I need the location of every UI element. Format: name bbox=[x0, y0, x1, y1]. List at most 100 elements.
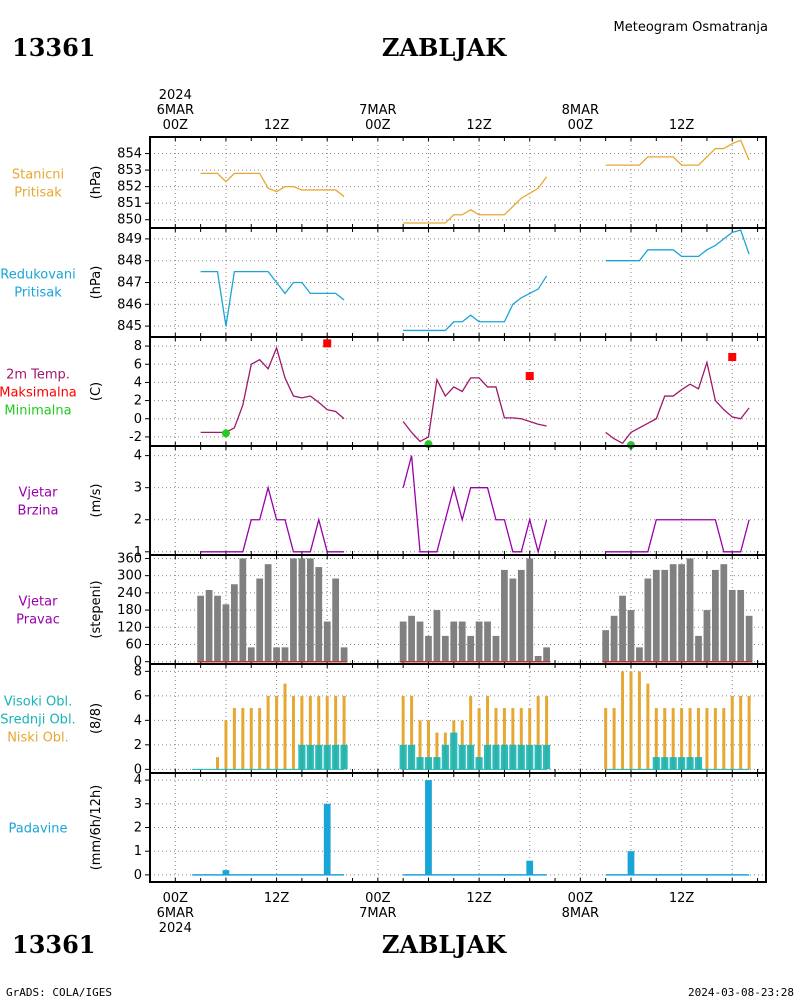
data-bar bbox=[450, 732, 458, 770]
y-tick-label: 2 bbox=[134, 821, 142, 836]
data-bar bbox=[224, 720, 228, 770]
y-tick-label: 360 bbox=[117, 551, 142, 566]
y-tick-label: 847 bbox=[117, 276, 142, 291]
y-tick-label: 240 bbox=[117, 586, 142, 601]
y-tick-label: -2 bbox=[129, 430, 142, 445]
data-bar bbox=[306, 558, 314, 662]
data-bar bbox=[340, 647, 348, 662]
data-bar bbox=[197, 595, 205, 662]
data-bar bbox=[711, 569, 719, 662]
panel-label: Brzina bbox=[18, 504, 59, 519]
data-bar bbox=[543, 647, 550, 662]
data-bar bbox=[669, 757, 677, 770]
data-bar bbox=[291, 695, 295, 770]
data-bar bbox=[298, 744, 306, 770]
data-bar bbox=[290, 558, 297, 662]
data-bar bbox=[680, 708, 684, 770]
data-bar bbox=[654, 708, 658, 770]
panel-2: -2 0 2 4 6 8 2m Temp. Maksimalna Minimalna (C) bbox=[0, 336, 767, 450]
data-bar bbox=[416, 757, 424, 770]
data-bar bbox=[602, 630, 610, 662]
data-bar bbox=[214, 595, 221, 662]
data-bar bbox=[281, 647, 289, 662]
data-bar bbox=[306, 744, 314, 770]
data-bar bbox=[644, 578, 652, 662]
data-bar bbox=[332, 744, 340, 770]
y-tick-label: 4 bbox=[134, 375, 142, 390]
data-bar bbox=[325, 695, 329, 770]
y-tick-label: 0 bbox=[134, 412, 142, 427]
data-bar bbox=[315, 744, 323, 770]
panel-6: 0 1 2 3 4 Padavine (mm/6h/12h) bbox=[9, 772, 767, 883]
data-bar bbox=[475, 621, 483, 662]
footer-credit: GrADS: COLA/IGES bbox=[6, 986, 112, 999]
time-label-top: 00Z bbox=[365, 118, 391, 133]
data-bar bbox=[694, 757, 703, 770]
data-bar bbox=[475, 757, 483, 770]
data-bar bbox=[526, 860, 534, 875]
data-bar bbox=[739, 695, 743, 770]
data-bar bbox=[604, 708, 608, 770]
data-bar bbox=[492, 635, 500, 662]
data-bar bbox=[441, 744, 449, 770]
time-label-top: 12Z bbox=[669, 118, 695, 133]
data-bar bbox=[703, 610, 711, 662]
panel-label: Vjetar bbox=[19, 486, 59, 501]
time-label-bottom: 12Z bbox=[264, 891, 290, 906]
data-bar bbox=[416, 621, 424, 662]
data-bar bbox=[669, 564, 677, 662]
y-axis-label: (hPa) bbox=[89, 166, 104, 200]
time-label-bottom: 12Z bbox=[466, 891, 492, 906]
series-line bbox=[403, 176, 548, 224]
data-bar bbox=[686, 757, 694, 770]
data-bar bbox=[222, 604, 230, 662]
y-tick-label: 851 bbox=[117, 196, 142, 211]
tmin-marker bbox=[221, 429, 230, 438]
data-bar bbox=[408, 744, 416, 770]
y-tick-label: 300 bbox=[117, 569, 142, 584]
y-tick-label: 3 bbox=[134, 481, 142, 496]
panel-label: Stanicni bbox=[12, 168, 64, 183]
tmax-marker bbox=[323, 339, 332, 348]
data-bar bbox=[323, 803, 331, 875]
data-bar bbox=[410, 695, 414, 770]
data-bar bbox=[408, 615, 415, 662]
data-bar bbox=[483, 744, 492, 770]
data-bar bbox=[258, 708, 262, 770]
data-bar bbox=[534, 655, 542, 662]
data-bar bbox=[713, 708, 717, 770]
series-line bbox=[402, 377, 547, 443]
panel-label: 2m Temp. bbox=[6, 368, 70, 383]
time-label-bottom: 12Z bbox=[669, 891, 695, 906]
data-bar bbox=[264, 564, 272, 662]
time-label-bottom: 00Z bbox=[163, 891, 189, 906]
data-bar bbox=[247, 647, 255, 662]
series-line bbox=[403, 275, 548, 332]
series-line bbox=[200, 485, 345, 553]
data-bar bbox=[418, 720, 422, 770]
data-bar bbox=[298, 558, 306, 662]
station-name-top: ZABLJAK bbox=[382, 33, 507, 62]
data-bar bbox=[661, 757, 669, 770]
time-label-top: 2024 bbox=[159, 88, 192, 103]
series-line bbox=[200, 172, 345, 198]
y-tick-label: 849 bbox=[117, 232, 142, 247]
series-line bbox=[200, 345, 345, 434]
y-axis-label: (8/8) bbox=[89, 703, 104, 734]
data-bar bbox=[249, 708, 253, 770]
data-bar bbox=[441, 635, 449, 662]
data-bar bbox=[629, 671, 633, 770]
data-bar bbox=[627, 851, 635, 875]
data-bar bbox=[722, 708, 726, 770]
data-bar bbox=[528, 708, 532, 770]
meteogram-subtitle: Meteogram Osmatranja bbox=[614, 20, 768, 35]
data-bar bbox=[627, 610, 635, 662]
data-bar bbox=[610, 615, 618, 662]
y-tick-label: 854 bbox=[117, 147, 142, 162]
y-tick-label: 8 bbox=[134, 664, 142, 679]
panel-5: 0 2 4 6 8 Visoki Obl. Srednji Obl. Niski Obl. (8… bbox=[0, 663, 767, 777]
station-id-bottom: 13361 bbox=[12, 930, 96, 959]
data-bar bbox=[399, 744, 407, 770]
panel-4: 0 60 120 180 240 300 360 Vjetar Pravac (stepeni) bbox=[16, 551, 767, 670]
